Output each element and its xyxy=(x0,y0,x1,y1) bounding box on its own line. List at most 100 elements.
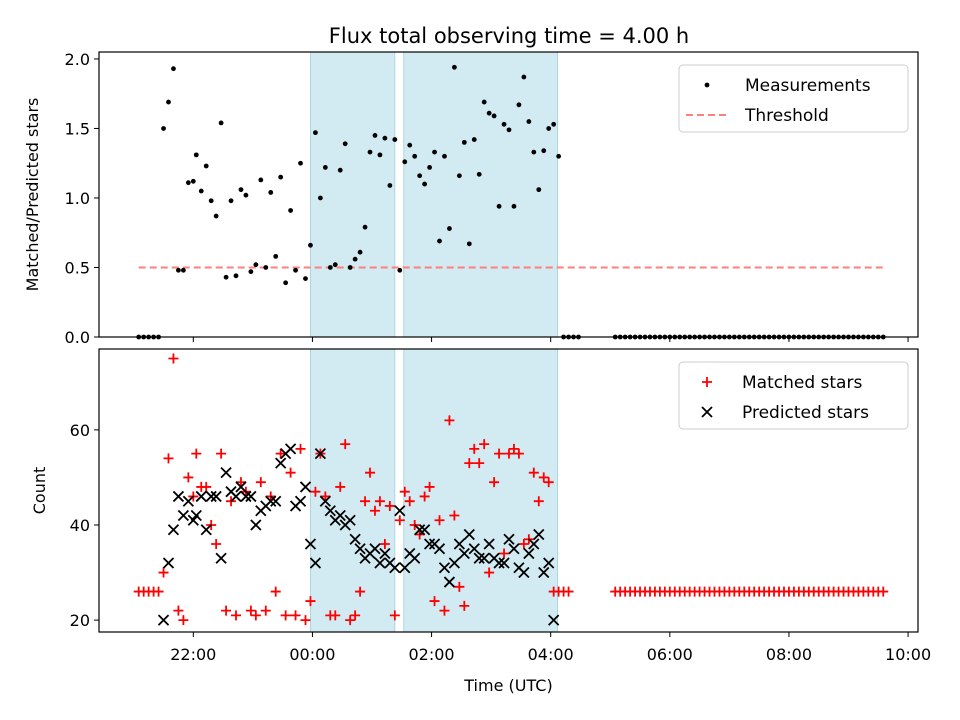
matched-point xyxy=(429,596,440,607)
predicted-point xyxy=(453,538,465,550)
matched-point xyxy=(384,500,395,511)
measurement-point xyxy=(248,269,254,275)
predicted-point xyxy=(379,547,391,560)
predicted-point xyxy=(518,566,530,579)
measurement-point xyxy=(476,171,482,177)
matched-point xyxy=(330,610,341,621)
predicted-point xyxy=(195,490,207,503)
measurement-point xyxy=(531,149,537,155)
matched-point xyxy=(394,515,405,526)
matched-point xyxy=(235,477,246,488)
matched-point xyxy=(183,472,194,483)
measurement-point xyxy=(382,135,388,141)
measurement-point xyxy=(190,178,196,184)
matched-point xyxy=(285,467,296,478)
predicted-point xyxy=(483,538,495,550)
matched-point xyxy=(489,477,500,488)
matched-point xyxy=(518,539,529,550)
matched-point xyxy=(508,443,519,454)
matched-point xyxy=(503,448,514,459)
x-tick-label: 10:00 xyxy=(885,645,931,664)
count-panel: 20 40 60 22:00 00:00 02:00 04:00 06:00 08:00 10:0… xyxy=(30,348,931,695)
measurement-point xyxy=(342,141,348,147)
measurement-point xyxy=(185,180,191,186)
predicted-point xyxy=(162,557,175,569)
predicted-point xyxy=(543,557,555,569)
matched-point xyxy=(305,596,316,607)
matched-point xyxy=(191,448,202,459)
matched-point xyxy=(153,586,164,597)
measurement-point xyxy=(397,267,403,273)
shaded-interval xyxy=(310,51,396,338)
measurement-point xyxy=(556,153,562,159)
matched-point xyxy=(563,586,574,597)
x-tick-label: 22:00 xyxy=(170,645,216,664)
measurement-point xyxy=(447,226,452,231)
axes-frame xyxy=(98,51,919,338)
legend-label: Threshold xyxy=(744,106,829,126)
measurement-point xyxy=(546,126,552,131)
measurement-point xyxy=(377,152,383,158)
measurement-point xyxy=(417,173,423,179)
predicted-point xyxy=(182,495,194,507)
matched-point xyxy=(434,515,445,526)
measurement-point xyxy=(471,137,477,142)
measurement-point xyxy=(407,142,413,148)
matched-point xyxy=(260,605,271,616)
predicted-point xyxy=(473,552,485,564)
measurement-point xyxy=(273,253,279,259)
matched-point xyxy=(280,610,291,621)
predicted-point xyxy=(294,495,307,507)
measurement-point xyxy=(372,133,378,138)
predicted-point xyxy=(177,509,190,522)
measurement-point xyxy=(283,280,289,286)
x-axis-label: Time (UTC) xyxy=(463,676,552,695)
measurement-point xyxy=(258,177,264,183)
measurement-point xyxy=(506,127,512,133)
predicted-point xyxy=(369,543,381,555)
measurement-point xyxy=(171,66,176,72)
predicted-point xyxy=(324,505,336,517)
legend-marker-measurements xyxy=(704,82,710,88)
predicted-point xyxy=(423,538,436,550)
y-axis-label: Count xyxy=(30,467,49,515)
measurement-point xyxy=(337,167,343,173)
matched-point xyxy=(459,600,470,611)
predicted-point xyxy=(265,495,277,507)
matched-point xyxy=(499,548,510,559)
predicted-point xyxy=(349,533,361,545)
predicted-point xyxy=(414,524,426,536)
matched-point xyxy=(389,610,400,621)
matched-point xyxy=(449,510,460,521)
matched-point xyxy=(290,610,301,621)
legend-label: Measurements xyxy=(745,76,871,96)
matched-point xyxy=(230,610,241,621)
y-tick-label: 1.5 xyxy=(65,119,90,138)
predicted-point xyxy=(418,524,431,536)
predicted-point xyxy=(245,490,257,503)
predicted-point xyxy=(493,557,505,569)
predicted-point xyxy=(438,562,451,574)
measurement-point xyxy=(451,64,457,70)
matched-point xyxy=(270,586,281,597)
measurement-point xyxy=(278,174,284,180)
measurement-point xyxy=(437,238,442,244)
matched-point xyxy=(275,448,286,459)
predicted-point xyxy=(157,614,170,626)
predicted-point xyxy=(205,490,217,503)
predicted-point xyxy=(270,495,282,507)
matched-point xyxy=(439,605,450,616)
matched-point xyxy=(528,467,539,478)
axes-frame xyxy=(98,348,919,633)
predicted-point xyxy=(409,552,421,564)
matched-point xyxy=(419,491,430,502)
predicted-point xyxy=(172,490,185,503)
legend-box xyxy=(678,64,909,133)
measurement-point xyxy=(501,121,507,127)
measurement-point xyxy=(352,256,358,262)
shaded-interval xyxy=(403,51,559,338)
predicted-point xyxy=(458,547,470,560)
predicted-point xyxy=(443,576,456,588)
measurement-point xyxy=(536,187,542,193)
predicted-point xyxy=(463,528,475,541)
